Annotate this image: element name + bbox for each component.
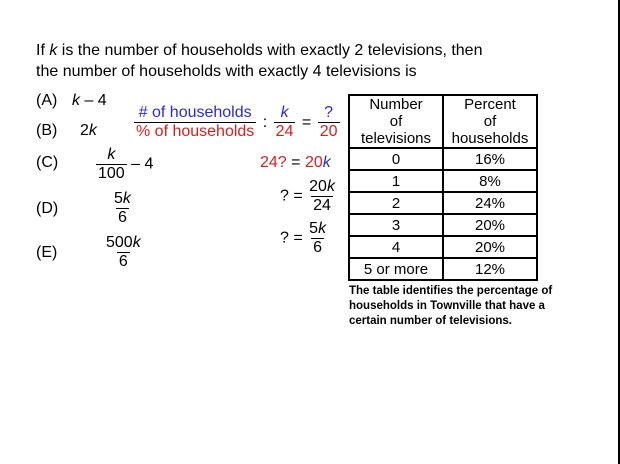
table-row: 0 16%	[348, 147, 538, 171]
table-row: 4 20%	[348, 235, 538, 259]
televisions-table: Number of televisions Percent of households …	[348, 94, 538, 281]
table-row: 5 or more 12%	[348, 257, 538, 281]
header-number-of-televisions: Number of televisions	[348, 94, 444, 149]
table-caption: The table identifies the percentage of h…	[349, 285, 553, 327]
frame-edge	[618, 0, 620, 464]
table-row: 1 8%	[348, 169, 538, 193]
k-over-24: k 24	[273, 104, 296, 140]
ratio-equation: # of households % of households : k 24 =…	[134, 104, 340, 140]
table-row: 3 20%	[348, 213, 538, 237]
question-line-1: If k is the number of households with ex…	[36, 42, 483, 59]
question-text: If k is the number of households with ex…	[36, 40, 596, 82]
header-percent-of-households: Percent of households	[442, 94, 538, 149]
solve-step-2: ? = 5k 6	[280, 220, 327, 256]
solve-step-1: ? = 20k 24	[280, 178, 335, 214]
ratio-label: # of households % of households	[134, 104, 257, 140]
table-row: 2 24%	[348, 191, 538, 215]
q-over-20: ? 20	[317, 104, 340, 140]
table-header-row: Number of televisions Percent of households	[348, 94, 538, 149]
question-line-2: the number of households with exactly 4 …	[36, 63, 417, 80]
cross-multiply-equation: 24? = 20k	[260, 154, 331, 171]
